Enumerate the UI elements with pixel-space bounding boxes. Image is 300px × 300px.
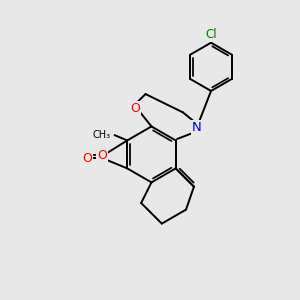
Text: O: O xyxy=(97,149,107,162)
Text: Cl: Cl xyxy=(205,28,217,41)
Text: O: O xyxy=(130,102,140,115)
Text: N: N xyxy=(191,121,201,134)
Text: O: O xyxy=(82,152,92,165)
Text: CH₃: CH₃ xyxy=(93,130,111,140)
